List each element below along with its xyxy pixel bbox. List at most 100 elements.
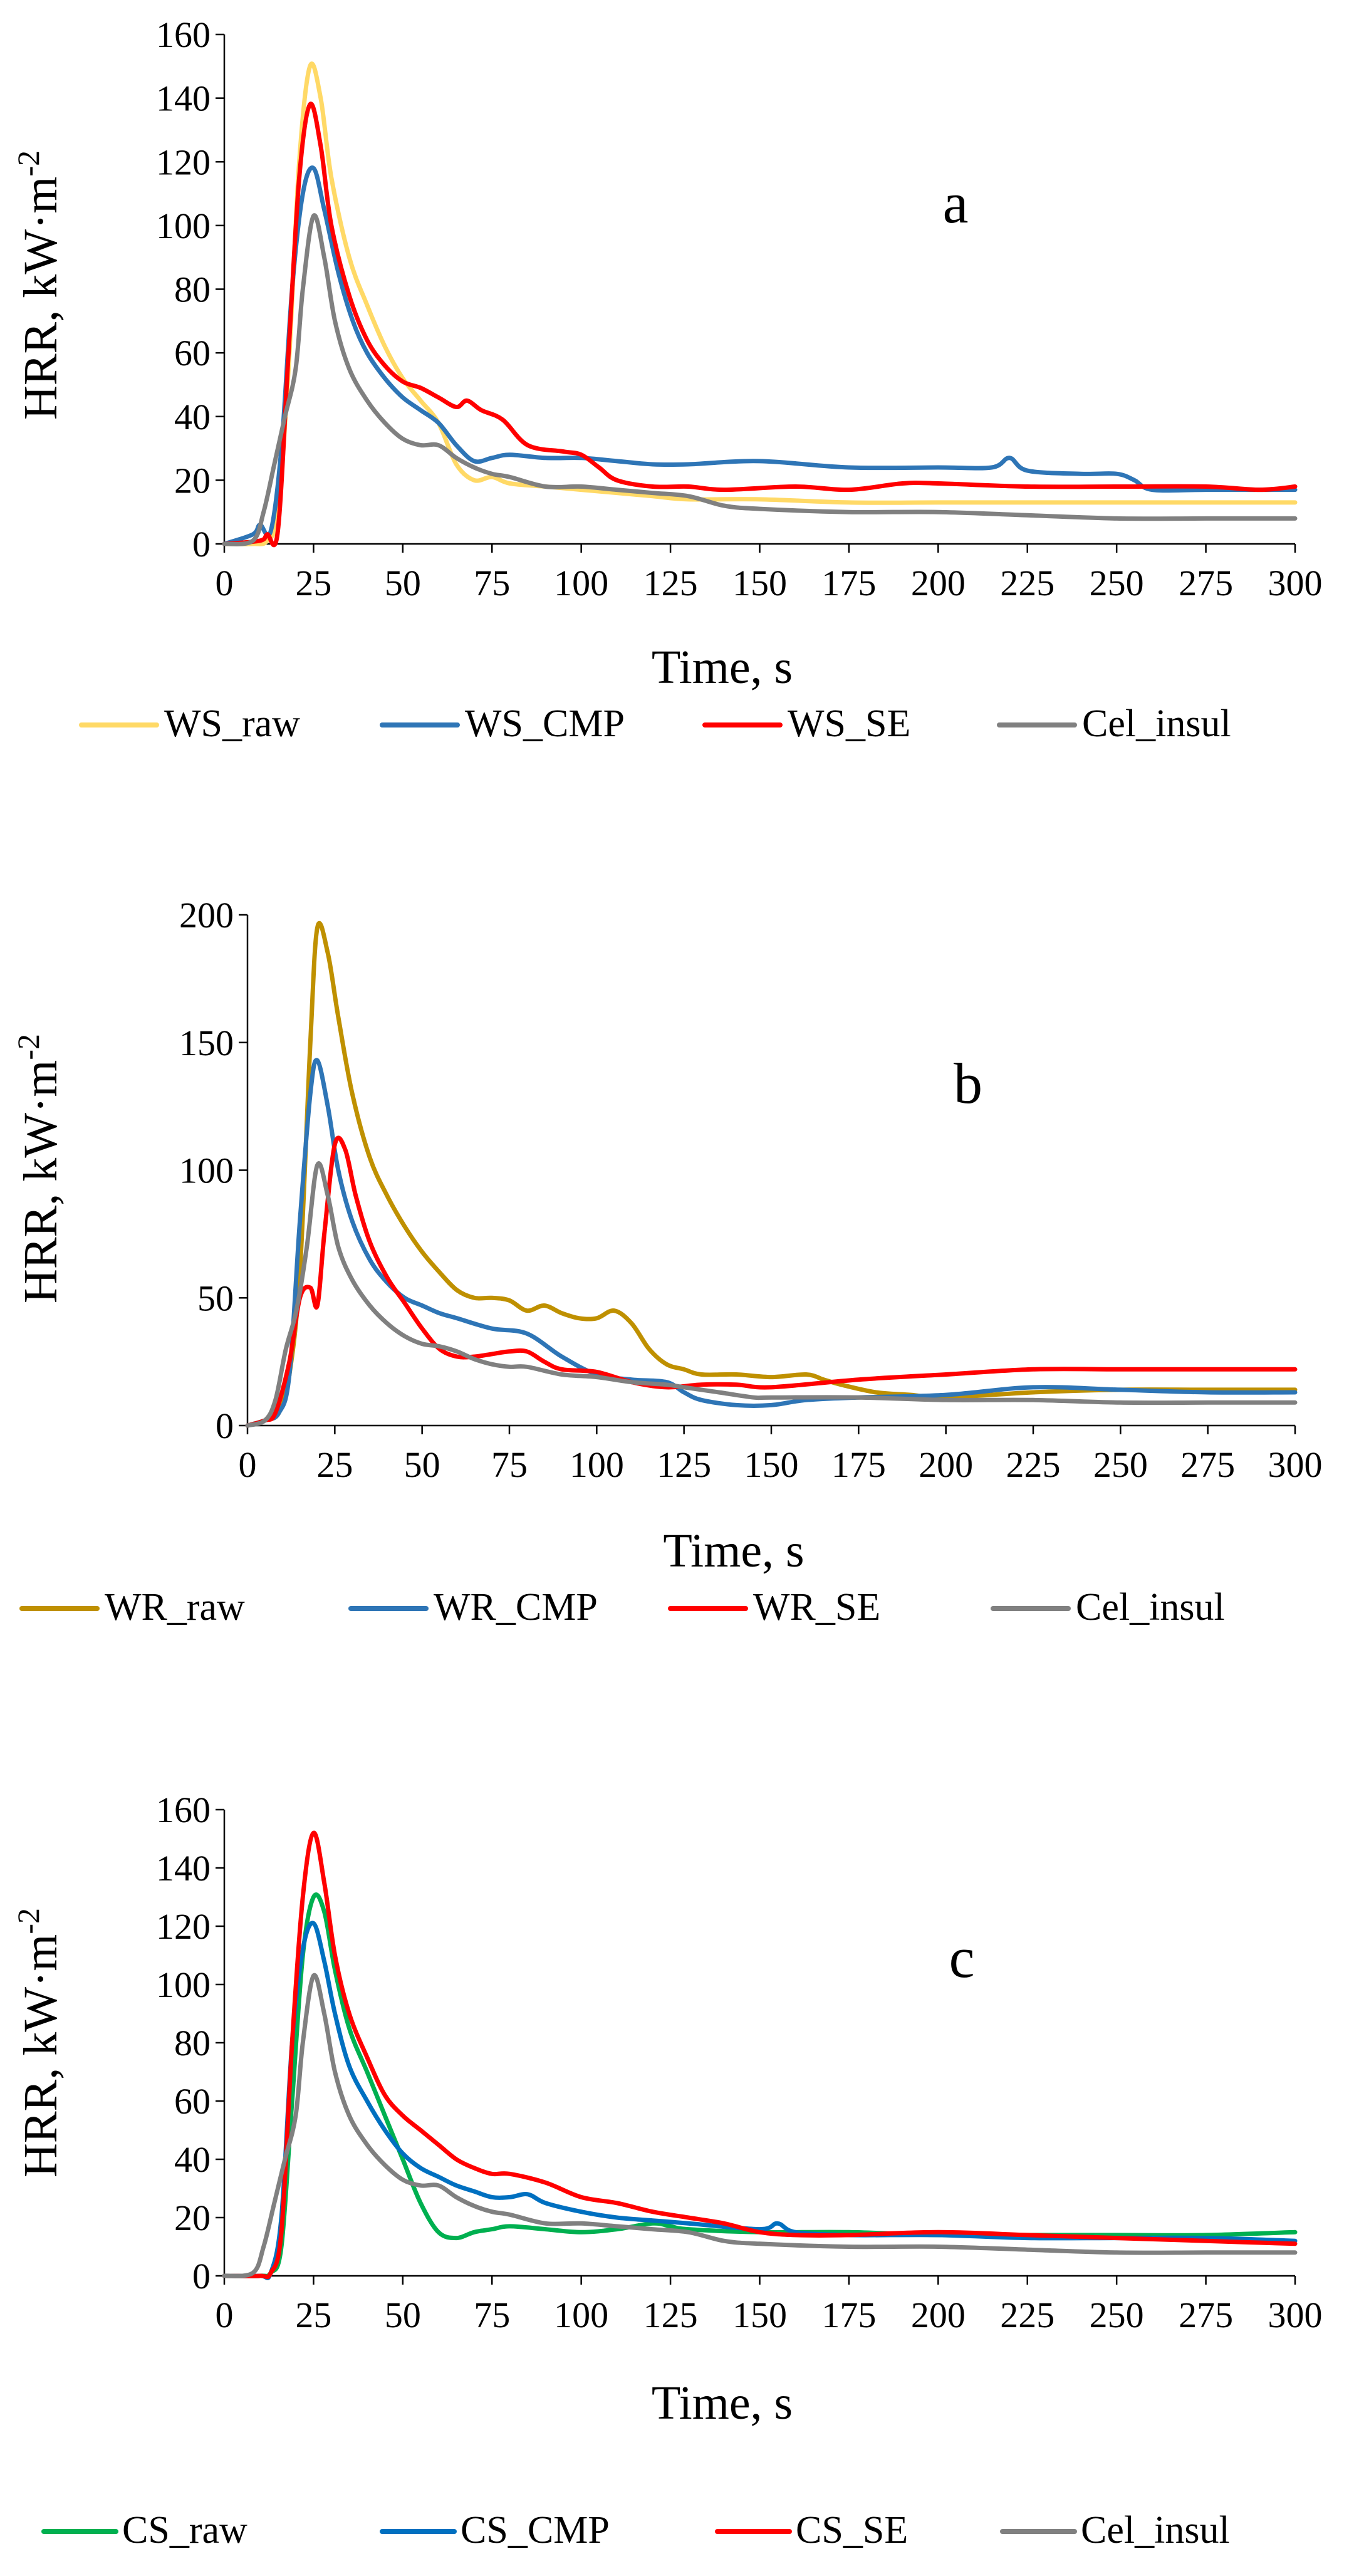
x-tick-label: 200 — [911, 563, 966, 603]
x-tick-label: 275 — [1179, 563, 1233, 603]
x-tick-label: 225 — [1000, 2295, 1054, 2335]
x-tick-label: 75 — [474, 2295, 510, 2335]
legend-item: Cel_insul — [1000, 2509, 1230, 2552]
y-tick-label: 160 — [156, 1790, 211, 1830]
y-tick-label: 20 — [174, 460, 211, 501]
x-tick-label: 25 — [295, 563, 331, 603]
y-tick-label: 40 — [174, 2139, 211, 2180]
panel-letter: c — [949, 1926, 975, 1989]
x-tick-label: 250 — [1090, 2295, 1144, 2335]
legend-label: CS_SE — [796, 2509, 908, 2552]
legend-label: WR_SE — [753, 1586, 880, 1629]
y-axis-title: HRR, kW·m-2 — [11, 1908, 67, 2177]
series-line-wr-raw — [245, 920, 1298, 1428]
legend-label: WS_SE — [788, 702, 910, 745]
x-tick-label: 275 — [1179, 2295, 1233, 2335]
legend: CS_raw CS_CMP CS_SE Cel_insul — [41, 2509, 1230, 2552]
x-tick-label: 50 — [404, 1444, 440, 1485]
x-tick-label: 175 — [821, 563, 876, 603]
y-tick-label: 0 — [216, 1405, 234, 1446]
chart-panel-c: 0 20 40 60 80 100 120 140 160 0 25 50 75 100 125 150 175… — [11, 1790, 1323, 2552]
series-line-cs-cmp — [222, 1921, 1298, 2280]
y-tick-label: 40 — [174, 397, 211, 437]
panel-letter: a — [943, 171, 969, 235]
series-line-ws-se — [222, 102, 1298, 548]
x-tick-label: 100 — [554, 563, 608, 603]
y-tick-label: 60 — [174, 2081, 211, 2122]
y-tick-label: 0 — [192, 524, 211, 565]
legend: WR_raw WR_CMP WR_SE Cel_insul — [19, 1586, 1225, 1629]
x-tick-label: 175 — [821, 2295, 876, 2335]
chart-panel-b: 0 50 100 150 200 0 25 50 75 100 125 150 175 200 225 250… — [11, 895, 1323, 1629]
legend-item: CS_SE — [715, 2509, 908, 2552]
y-tick-label: 20 — [174, 2198, 211, 2238]
x-tick-label: 200 — [919, 1444, 973, 1485]
x-tick-label: 0 — [216, 563, 234, 603]
x-axis-title: Time, s — [652, 2377, 793, 2429]
x-tick-label: 300 — [1268, 563, 1323, 603]
series-line-cs-raw — [222, 1892, 1298, 2278]
legend-item: CS_raw — [41, 2509, 247, 2552]
x-tick-label: 250 — [1093, 1444, 1148, 1485]
legend-label: Cel_insul — [1076, 1586, 1225, 1629]
x-tick-label: 50 — [385, 563, 421, 603]
legend: WS_raw WS_CMP WS_SE Cel_insul — [79, 702, 1231, 745]
legend-label: Cel_insul — [1082, 702, 1231, 745]
legend-label: WR_CMP — [434, 1586, 598, 1629]
y-tick-label: 150 — [179, 1023, 234, 1063]
y-tick-label: 100 — [156, 206, 211, 246]
y-axis-title-main: HRR, kW·m — [14, 177, 67, 420]
x-tick-label: 100 — [570, 1444, 624, 1485]
x-axis-title: Time, s — [663, 1525, 804, 1577]
y-tick-label: 200 — [179, 895, 234, 936]
y-tick-label: 120 — [156, 142, 211, 182]
legend-label: CS_raw — [122, 2509, 247, 2552]
y-tick-label: 140 — [156, 1848, 211, 1889]
x-tick-label: 250 — [1090, 563, 1144, 603]
legend-label: CS_CMP — [461, 2509, 610, 2552]
y-axis-title-superscript: -2 — [11, 1908, 46, 1934]
y-tick-label: 100 — [156, 1964, 211, 2005]
x-tick-label: 200 — [911, 2295, 966, 2335]
x-tick-label: 150 — [732, 2295, 787, 2335]
legend-item: WS_SE — [702, 702, 910, 745]
x-tick-label: 225 — [1000, 563, 1054, 603]
y-tick-label: 80 — [174, 2023, 211, 2063]
x-tick-label: 150 — [732, 563, 787, 603]
x-tick-label: 150 — [744, 1444, 799, 1485]
y-tick-label: 80 — [174, 269, 211, 310]
legend-item: WS_raw — [79, 702, 300, 745]
y-tick-label: 100 — [179, 1150, 234, 1191]
x-tick-label: 25 — [316, 1444, 353, 1485]
y-axis-title-main: HRR, kW·m — [14, 1934, 67, 2177]
legend-item: Cel_insul — [991, 1586, 1225, 1629]
y-axis-title: HRR, kW·m-2 — [11, 1034, 67, 1303]
legend-item: WR_raw — [19, 1586, 245, 1629]
legend-label: Cel_insul — [1081, 2509, 1230, 2552]
x-tick-label: 100 — [554, 2295, 608, 2335]
y-tick-label: 0 — [192, 2256, 211, 2297]
x-tick-label: 0 — [216, 2295, 234, 2335]
x-tick-label: 300 — [1268, 1444, 1323, 1485]
legend-item: WR_CMP — [348, 1586, 598, 1629]
legend-item: WR_SE — [668, 1586, 880, 1629]
y-tick-label: 50 — [197, 1278, 234, 1318]
series-line-cs-se — [222, 1830, 1298, 2280]
x-tick-label: 225 — [1006, 1444, 1061, 1485]
y-axis-title: HRR, kW·m-2 — [11, 150, 67, 420]
legend-item: CS_CMP — [380, 2509, 610, 2552]
series-line-cel-insul — [222, 213, 1298, 546]
series-line-cel-insul — [245, 1161, 1298, 1428]
y-axis-title-main: HRR, kW·m — [14, 1060, 67, 1303]
x-tick-label: 125 — [643, 563, 698, 603]
x-tick-label: 75 — [491, 1444, 528, 1485]
x-tick-label: 125 — [657, 1444, 711, 1485]
x-tick-label: 75 — [474, 563, 510, 603]
y-tick-label: 140 — [156, 78, 211, 119]
legend-label: WR_raw — [105, 1586, 245, 1629]
legend-label: WS_CMP — [465, 702, 625, 745]
y-axis-title-superscript: -2 — [11, 150, 46, 177]
x-tick-label: 50 — [385, 2295, 421, 2335]
y-axis-title-superscript: -2 — [11, 1034, 46, 1060]
